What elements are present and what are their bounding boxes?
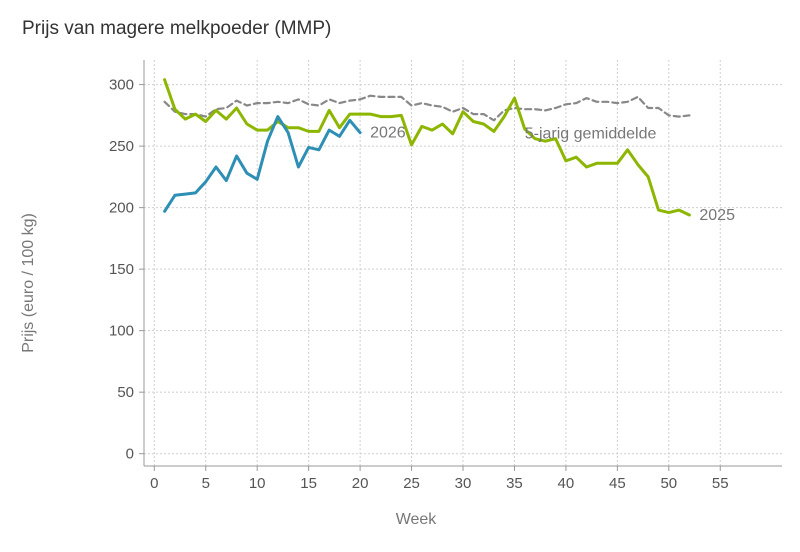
chart-title: Prijs van magere melkpoeder (MMP) [22,18,332,39]
x-tick-label: 0 [150,475,158,492]
series-line-5-jarig-gemiddelde [163,94,691,122]
y-tick-label: 150 [109,261,134,278]
x-tick-label: 5 [202,475,210,492]
x-tick-label: 35 [506,475,523,492]
x-tick-label: 55 [712,475,729,492]
series-line-2026 [163,115,362,213]
y-tick-label: 300 [109,77,134,94]
x-tick-label: 50 [660,475,677,492]
y-tick-label: 50 [117,384,134,401]
y-axis-title: Prijs (euro / 100 kg) [20,213,37,353]
series-labels: 5-jarig gemiddelde 2025 2026 [370,125,735,224]
y-tick-label: 0 [126,446,134,463]
y-tick-label: 250 [109,138,134,155]
series-lines [163,78,691,217]
x-tick-label: 30 [455,475,472,492]
x-tick-label: 15 [300,475,317,492]
y-tick-label: 200 [109,200,134,217]
x-tick-label: 20 [352,475,369,492]
series-label: 5-jarig gemiddelde [525,126,657,143]
x-tick-label: 25 [403,475,420,492]
series-label: 2025 [699,207,735,224]
x-tick-label: 40 [558,475,575,492]
series-label: 2026 [370,125,406,142]
x-tick-label: 10 [249,475,266,492]
y-tick-labels: 0 50 100 150 200 250 300 [109,77,134,463]
y-tick-label: 100 [109,323,134,340]
grid [139,60,782,471]
x-tick-labels: 0 5 10 15 20 25 30 35 40 45 50 55 [150,475,728,492]
x-axis-title: Week [396,511,438,528]
axes [143,60,782,467]
series-line-2025 [163,78,691,217]
x-tick-label: 45 [609,475,626,492]
